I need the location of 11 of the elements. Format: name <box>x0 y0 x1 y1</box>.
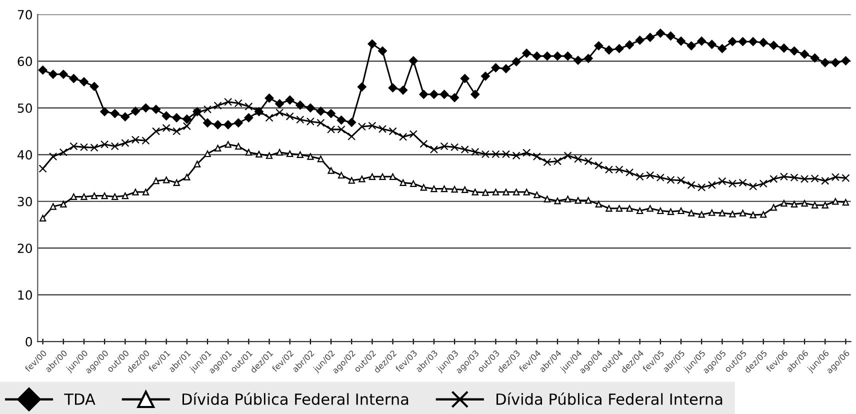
y-tick-label: 70 <box>18 10 32 20</box>
legend-label: TDA <box>64 394 96 405</box>
y-tick-label: 40 <box>18 150 32 160</box>
y-tick-label: 60 <box>18 56 32 66</box>
y-tick-label: 0 <box>26 337 32 346</box>
y-tick-label: 10 <box>18 290 32 300</box>
legend-label: Dívida Pública Federal Interna <box>496 392 722 405</box>
y-tick-label: 30 <box>18 196 32 206</box>
legend-label: Dívida Pública Federal Interna <box>182 392 408 405</box>
y-tick-label: 50 <box>18 103 32 113</box>
y-tick-label: 20 <box>18 244 32 254</box>
